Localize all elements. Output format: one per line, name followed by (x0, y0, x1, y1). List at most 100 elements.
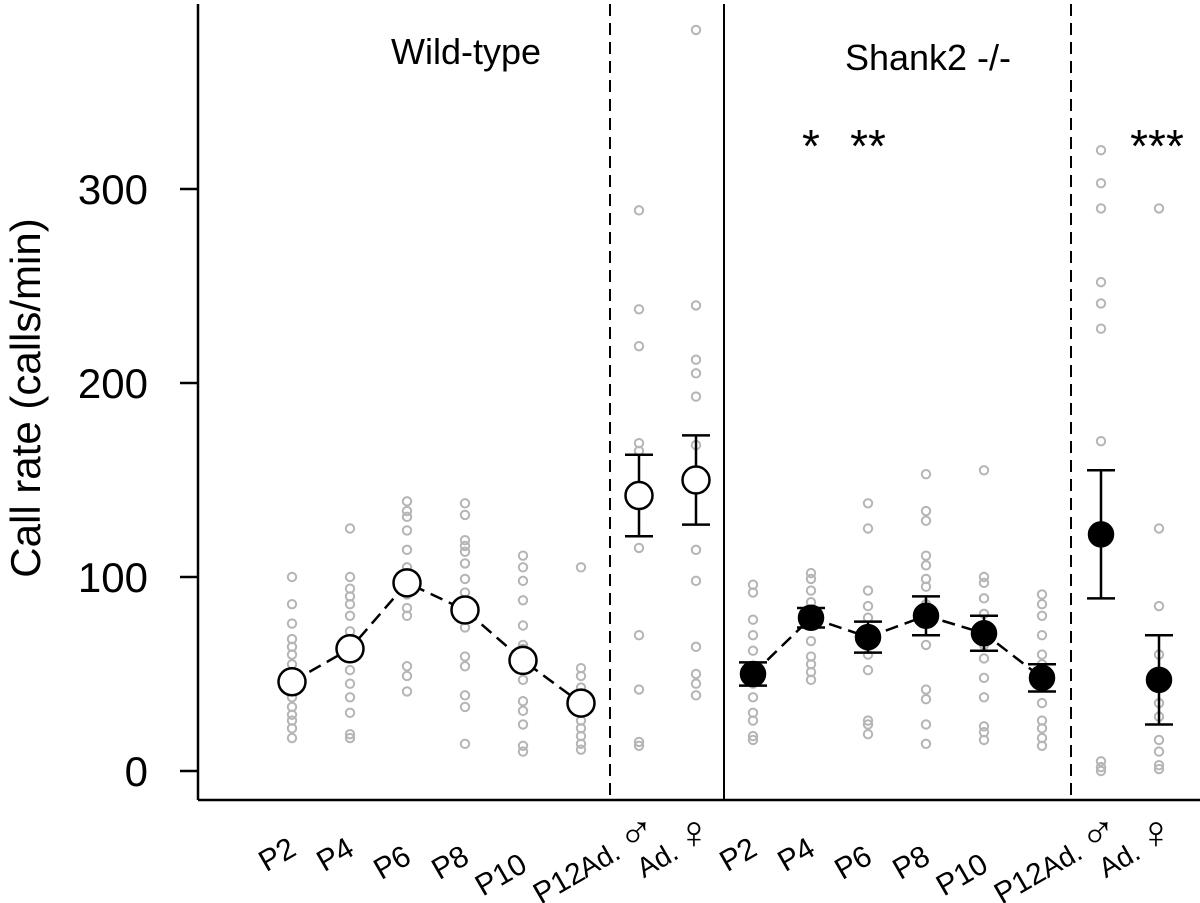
shank2-individual-point-P6 (862, 523, 874, 534)
wildtype-individual-point-P8 (459, 701, 471, 713)
shank2-individual-point-P10 (978, 593, 990, 604)
shank2-individual-point-Ad. ♀ (1153, 523, 1165, 534)
shank2-individual-point-P2 (747, 715, 759, 726)
wildtype-individual-point-P8 (459, 534, 471, 546)
wildtype-individual-point-Ad. ♂ (633, 340, 645, 352)
wildtype-individual-point-P12 (575, 670, 587, 682)
shank2-individual-point-Ad. ♂ (1095, 436, 1107, 447)
wildtype-individual-point-Ad. ♀ (690, 300, 702, 311)
shank2-individual-point-P8 (920, 639, 932, 651)
wildtype-x-tick-label: P10 (470, 847, 533, 902)
wildtype-individual-point-P8 (459, 690, 471, 701)
wildtype-individual-point-Ad. ♀ (690, 575, 702, 587)
wildtype-individual-point-P10 (517, 562, 529, 573)
wildtype-adult-mean-marker-0 (624, 480, 654, 511)
shank2-individual-point-P10 (978, 672, 990, 684)
shank2-individual-point-Ad. ♀ (1153, 203, 1165, 214)
shank2-individual-point-P8 (920, 560, 932, 571)
significance-stars: * (802, 120, 820, 172)
wildtype-individual-point-P12 (575, 738, 587, 750)
wildtype-individual-point-P2 (286, 709, 298, 720)
wildtype-adult-sex-symbol: ♀ (677, 806, 712, 858)
wildtype-individual-point-P10 (517, 746, 529, 757)
shank2-individual-point-P4 (805, 635, 817, 647)
shank2-individual-point-P12 (1036, 723, 1048, 734)
wildtype-x-tick-label: P8 (426, 839, 474, 886)
wildtype-individual-point-P6 (401, 686, 413, 697)
shank2-individual-point-P8 (920, 468, 932, 480)
wildtype-mean-marker-P4 (335, 634, 365, 664)
shank2-individual-point-P10 (978, 571, 990, 583)
shank2-individual-point-P6 (862, 728, 874, 740)
wildtype-individual-point-Ad. ♀ (690, 668, 702, 680)
shank2-individual-point-Ad. ♀ (1153, 763, 1165, 775)
shank2-x-tick-label: P6 (829, 839, 877, 886)
wildtype-individual-point-P8 (459, 498, 471, 509)
wildtype-x-tick-label: P2 (253, 831, 301, 878)
wildtype-individual-point-P4 (344, 692, 356, 703)
shank2-individual-point-P10 (978, 653, 990, 664)
wildtype-individual-point-P6 (401, 610, 413, 621)
wildtype-individual-point-P10 (517, 595, 529, 606)
wildtype-pup-trend-line (291, 581, 582, 705)
wildtype-individual-point-P2 (286, 723, 298, 734)
wildtype-adult-mean-marker-1 (681, 465, 711, 495)
shank2-adult-sex-symbol: ♀ (1139, 806, 1174, 858)
shank2-individual-point-Ad. ♂ (1095, 765, 1107, 777)
shank2-mean-marker-P10 (970, 620, 998, 647)
shank2-individual-point-P8 (920, 550, 932, 561)
wildtype-individual-point-Ad. ♂ (633, 736, 645, 748)
wildtype-individual-point-P8 (459, 540, 471, 552)
shank2-individual-point-Ad. ♂ (1095, 756, 1107, 767)
shank2-individual-point-P12 (1036, 697, 1048, 709)
shank2-mean-marker-P4 (797, 604, 825, 631)
shank2-individual-point-Ad. ♂ (1095, 298, 1107, 309)
shank2-individual-point-Ad. ♂ (1095, 323, 1107, 334)
wildtype-mean-marker-P6 (392, 568, 422, 598)
shank2-individual-point-Ad. ♂ (1095, 761, 1107, 773)
wildtype-individual-point-Ad. ♂ (633, 684, 645, 695)
shank2-adult-sex-symbol: ♂ (1081, 806, 1116, 858)
shank2-adult-mean-marker-0 (1087, 521, 1115, 548)
wildtype-individual-point-P4 (344, 523, 356, 534)
shank2-individual-point-P2 (747, 587, 759, 598)
shank2-individual-point-P8 (920, 515, 932, 526)
y-axis-label: Call rate (calls/min) (2, 218, 49, 577)
wildtype-individual-point-P10 (517, 674, 529, 686)
shank2-individual-point-P12 (1036, 610, 1048, 621)
shank2-pup-trend-line (752, 614, 1043, 679)
wildtype-individual-point-P6 (401, 505, 413, 517)
wildtype-individual-point-Ad. ♂ (633, 304, 645, 315)
wildtype-individual-point-P10 (517, 575, 529, 587)
shank2-individual-point-P10 (978, 465, 990, 476)
wildtype-individual-point-P4 (344, 610, 356, 621)
wildtype-individual-point-P2 (286, 598, 298, 610)
shank2-individual-point-P2 (747, 730, 759, 742)
wildtype-individual-point-P6 (401, 661, 413, 672)
shank2-mean-marker-P8 (912, 602, 940, 630)
shank2-x-tick-label: P4 (772, 831, 820, 878)
wildtype-individual-point-P6 (401, 525, 413, 536)
wildtype-individual-point-Ad. ♀ (690, 24, 702, 36)
shank2-individual-point-Ad. ♀ (1153, 600, 1165, 612)
wildtype-individual-point-P2 (286, 649, 298, 660)
y-tick-label: 300 (78, 166, 148, 213)
y-tick-label: 200 (78, 360, 148, 407)
y-tick-label: 100 (78, 554, 148, 601)
wildtype-individual-point-Ad. ♀ (690, 641, 702, 653)
wildtype-individual-point-Ad. ♀ (690, 368, 702, 379)
wildtype-individual-point-P8 (459, 558, 471, 569)
y-tick-label: 0 (125, 748, 148, 795)
wildtype-individual-point-P8 (459, 661, 471, 672)
shank2-individual-point-P8 (920, 719, 932, 730)
shank2-individual-point-P2 (747, 614, 759, 625)
wildtype-mean-marker-P12 (566, 688, 596, 718)
shank2-individual-point-Ad. ♀ (1153, 759, 1165, 771)
shank2-individual-point-P10 (978, 721, 990, 732)
wildtype-individual-point-P8 (459, 509, 471, 521)
wildtype-individual-point-P6 (401, 670, 413, 682)
shank2-individual-point-P4 (805, 585, 817, 596)
wildtype-individual-point-P12 (575, 562, 587, 573)
shank2-mean-marker-P12 (1028, 664, 1056, 692)
